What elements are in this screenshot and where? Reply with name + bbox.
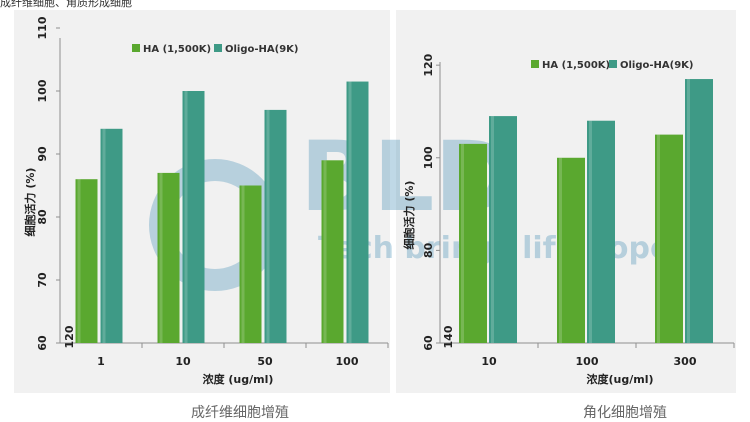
right-bar-ha-300	[655, 134, 683, 343]
right-bar-oligo-300	[685, 79, 713, 344]
right-x-axis-title: 浓度(ug/ml)	[586, 372, 653, 386]
right-bar-oligo-10	[489, 116, 517, 343]
left-bar-highlight	[323, 160, 327, 343]
left-y-tick-label: 110	[36, 16, 49, 39]
left-bar-oligo-10	[182, 91, 205, 343]
left-y-tick-labels: 60 70 80 90 100 110	[36, 16, 49, 350]
left-y-tick-label: 80	[36, 209, 49, 225]
right-bar-highlight	[491, 116, 494, 343]
left-axis-ticks	[56, 27, 389, 348]
right-x-tick-label: 10	[481, 355, 497, 368]
left-x-axis-title: 浓度 (ug/ml)	[203, 372, 274, 386]
left-y-axis-title: 细胞活力 (%)	[23, 168, 37, 237]
right-legend-label-ha: HA (1,500K)	[542, 60, 610, 71]
left-bar-highlight	[241, 185, 245, 343]
right-y-axis-title: 细胞活力 (%)	[402, 181, 416, 250]
right-bar-ha-10	[459, 143, 487, 343]
right-legend-swatch-oligo	[609, 60, 617, 68]
left-legend: HA (1,500K) Oligo-HA(9K)	[132, 44, 299, 55]
right-extra-tick-label: 140	[442, 325, 455, 348]
left-bar-oligo-1	[100, 128, 123, 343]
left-bar-ha-50	[239, 185, 262, 343]
right-legend-swatch-ha	[531, 60, 539, 68]
right-bar-oligo-100	[587, 120, 615, 343]
left-legend-label-ha: HA (1,500K)	[143, 44, 211, 55]
right-y-tick-label: 60	[422, 335, 435, 351]
left-x-tick-label: 1	[97, 355, 105, 368]
right-bar-highlight	[559, 157, 562, 343]
right-bars	[459, 79, 713, 344]
left-x-tick-labels: 1 10 50 100	[97, 355, 359, 368]
right-bar-highlight	[589, 120, 592, 343]
left-bar-highlight	[102, 128, 106, 343]
right-bar-highlight	[461, 143, 464, 343]
left-legend-swatch-oligo	[214, 44, 222, 52]
right-y-tick-label: 80	[422, 242, 435, 258]
left-bar-oligo-100	[346, 81, 369, 344]
left-x-tick-label: 100	[336, 355, 359, 368]
left-y-tick-label: 70	[36, 272, 49, 288]
right-chart: 60 80 100 120 10 100 300 140 细胞活力 (%) 浓度(ug/m…	[402, 53, 735, 386]
right-legend-label-oligo: Oligo-HA(9K)	[620, 60, 694, 71]
left-bar-ha-1	[75, 179, 98, 343]
left-y-tick-label: 90	[36, 146, 49, 162]
right-axis-ticks	[436, 64, 735, 348]
left-bar-oligo-50	[264, 109, 287, 344]
left-bar-highlight	[348, 81, 352, 344]
right-chart-caption: 角化细胞增殖	[583, 404, 667, 421]
left-bars	[75, 81, 369, 344]
left-bar-highlight	[266, 109, 270, 344]
left-bar-highlight	[77, 179, 81, 343]
right-y-tick-label: 120	[422, 53, 435, 76]
header-text: 成纤维细胞、角质形成细胞	[0, 0, 132, 9]
left-extra-tick-label: 120	[63, 325, 76, 348]
right-bar-highlight	[657, 134, 660, 343]
right-x-tick-label: 300	[674, 355, 697, 368]
left-chart-caption: 成纤维细胞增殖	[191, 404, 289, 421]
right-y-tick-label: 100	[422, 146, 435, 169]
left-bar-highlight	[184, 91, 188, 343]
right-legend: HA (1,500K) Oligo-HA(9K)	[531, 60, 694, 71]
right-y-tick-labels: 60 80 100 120	[422, 53, 435, 350]
left-bar-ha-10	[157, 172, 180, 343]
left-y-tick-label: 100	[36, 79, 49, 102]
left-x-tick-label: 10	[175, 355, 191, 368]
right-x-tick-labels: 10 100 300	[481, 355, 696, 368]
right-x-tick-label: 100	[576, 355, 599, 368]
left-legend-label-oligo: Oligo-HA(9K)	[225, 44, 299, 55]
left-x-tick-label: 50	[257, 355, 273, 368]
left-y-tick-label: 60	[36, 335, 49, 351]
left-bar-ha-100	[321, 160, 344, 343]
right-bar-ha-100	[557, 157, 585, 343]
right-bar-highlight	[687, 79, 690, 344]
left-legend-swatch-ha	[132, 44, 140, 52]
left-bar-highlight	[159, 172, 163, 343]
